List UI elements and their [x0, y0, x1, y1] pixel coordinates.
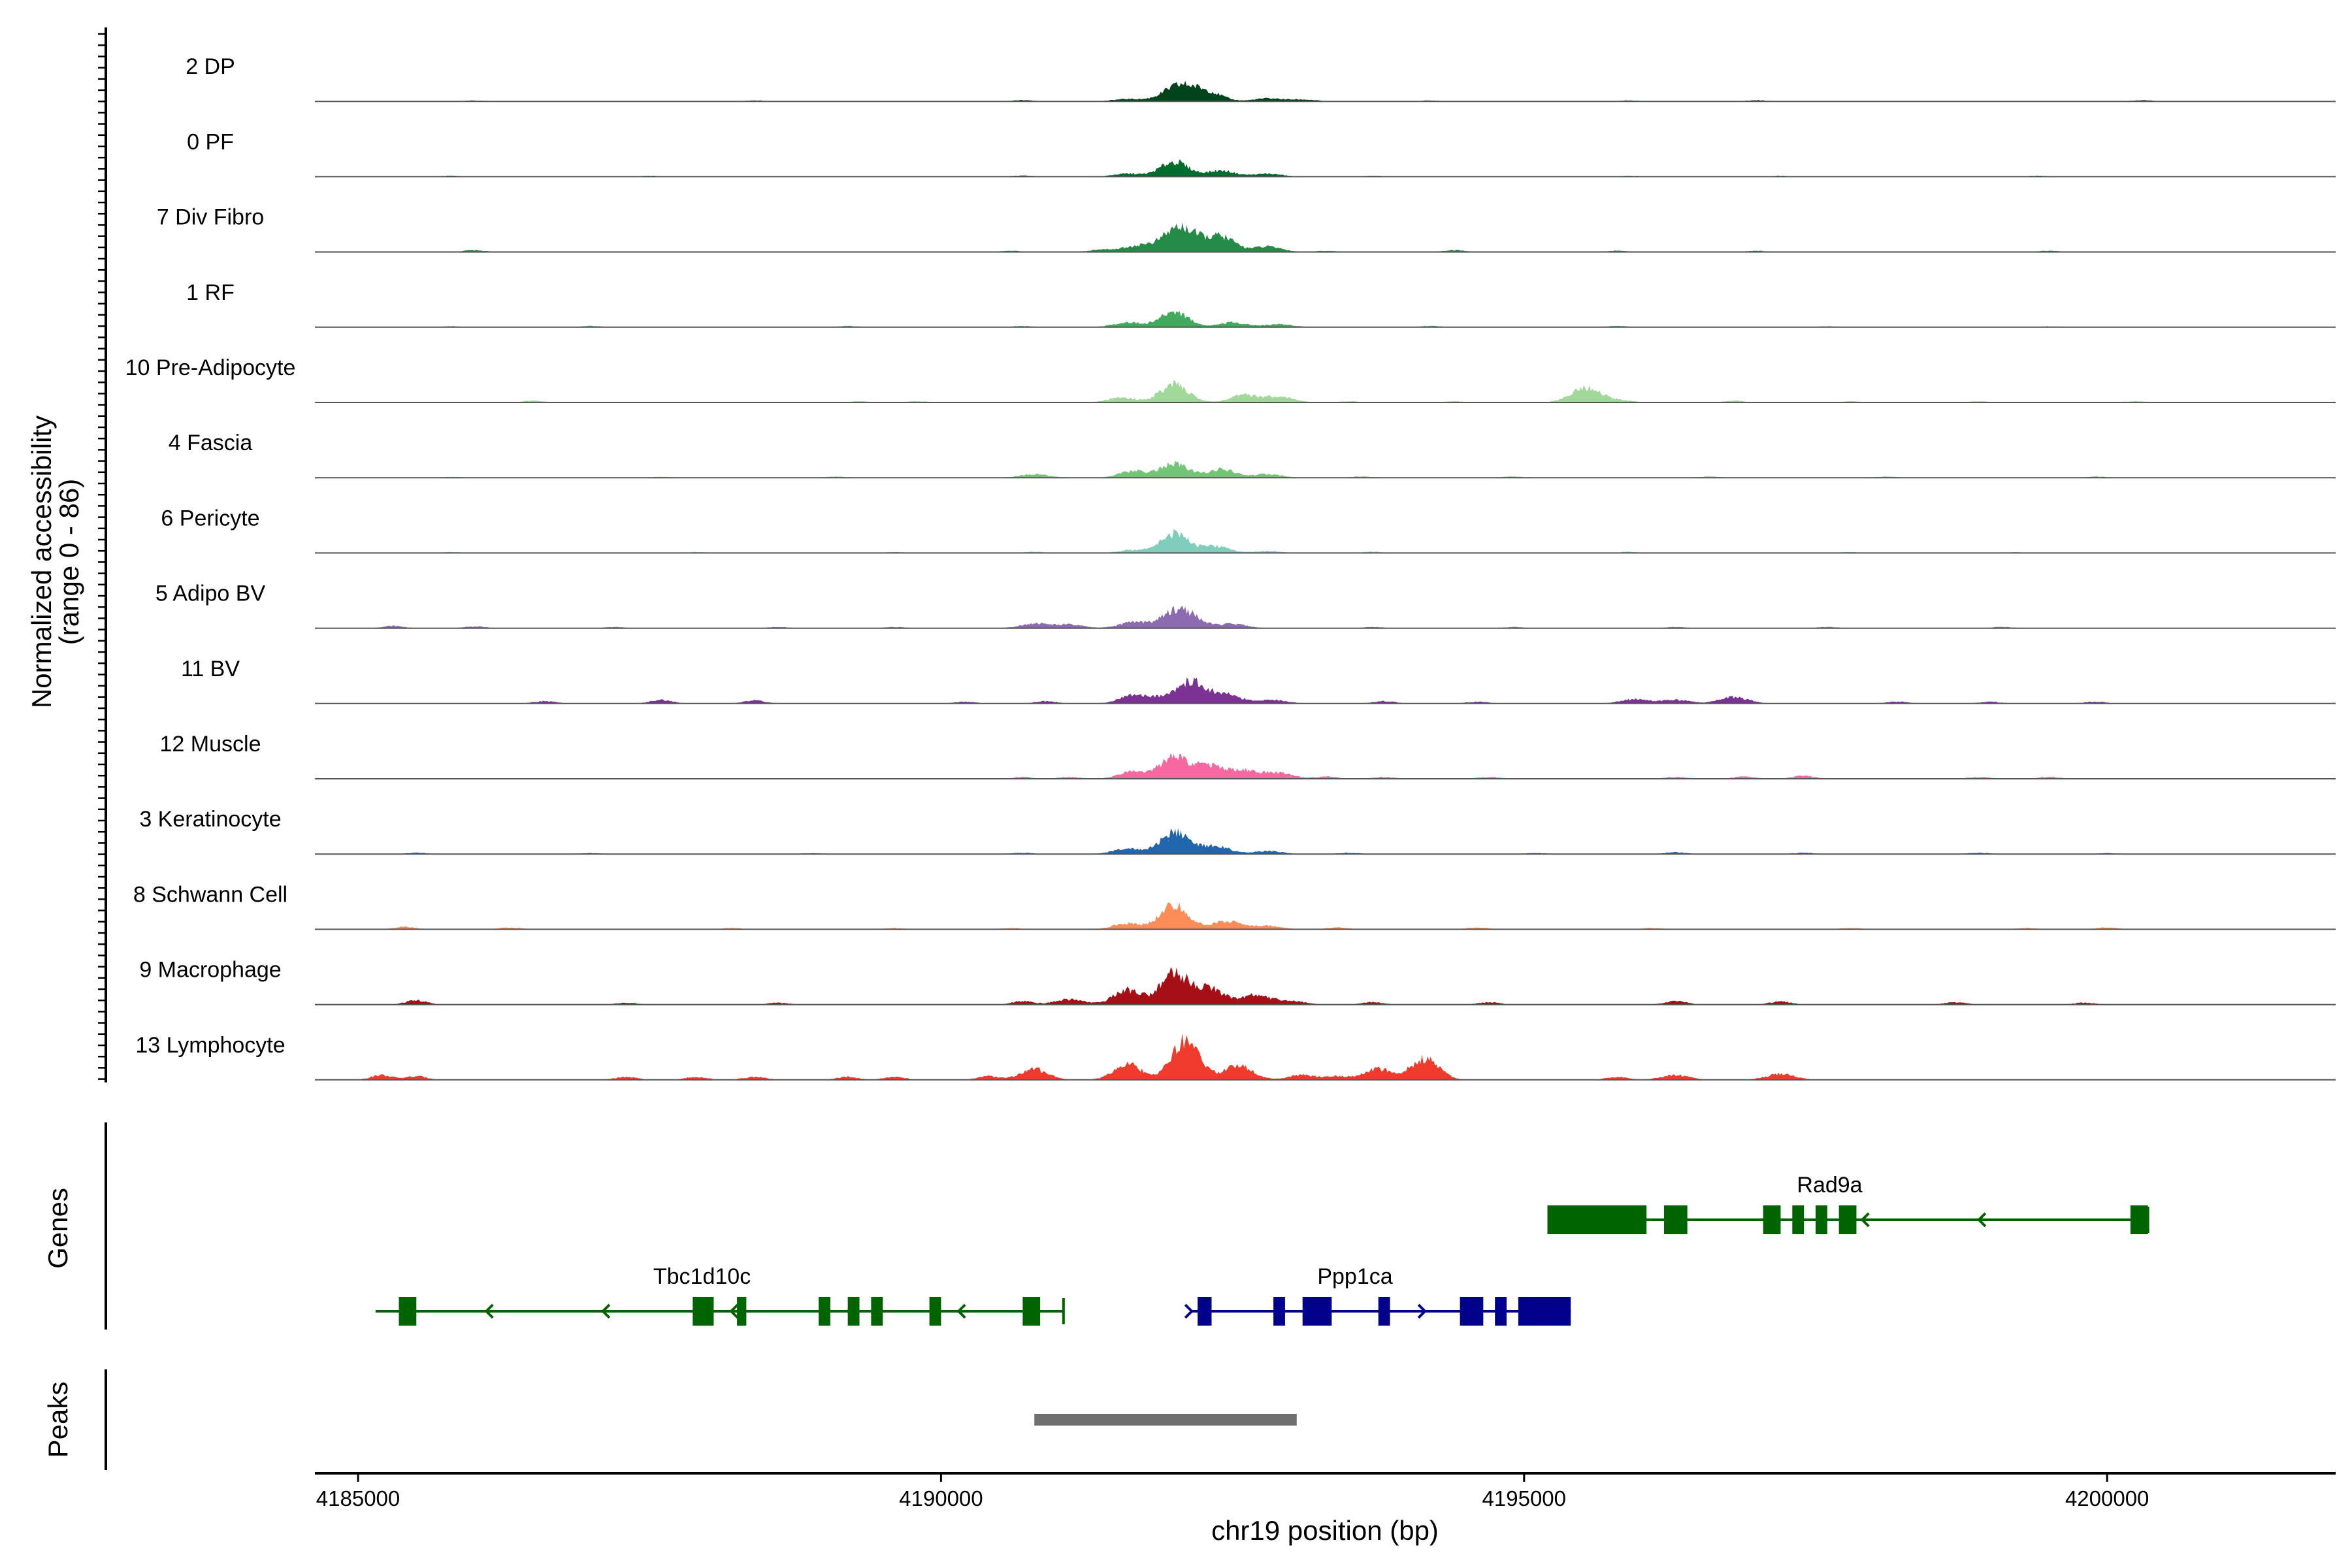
gene-exon [1763, 1205, 1781, 1234]
gene-exon [2130, 1205, 2148, 1234]
track-label: 9 Macrophage [139, 958, 281, 983]
coverage-area [315, 380, 2336, 402]
x-tick-label: 4195000 [1482, 1486, 1566, 1511]
x-axis: 4185000 4190000 4195000 4200000 [315, 1472, 2336, 1511]
coverage-area [315, 80, 2336, 102]
coverage-area [315, 310, 2336, 327]
gene-exon [737, 1297, 747, 1326]
track-label: 10 Pre-Adipocyte [125, 355, 296, 380]
track-label: 1 RF [186, 280, 235, 305]
gene-exon [1198, 1297, 1212, 1326]
x-tick-label: 4200000 [2065, 1486, 2149, 1511]
x-axis-title: chr19 position (bp) [1211, 1515, 1439, 1546]
gene-exon [1022, 1297, 1041, 1326]
gene-exon [1518, 1297, 1571, 1326]
gene-exon [1378, 1297, 1390, 1326]
peaks-panel-label: Peaks [42, 1382, 73, 1458]
strand-arrow [1184, 1303, 1194, 1319]
coverage-area [315, 1033, 2336, 1080]
track-label: 11 BV [181, 657, 240, 681]
genes-panel: Rad9a Tbc1d10c Ppp1ca [105, 1122, 2149, 1330]
gene-label: Tbc1d10c [653, 1264, 751, 1289]
track-12: 9 Macrophage [139, 958, 2336, 1005]
gene-exon [1663, 1205, 1688, 1234]
coverage-area [315, 159, 2336, 177]
track-10: 3 Keratinocyte [139, 807, 2336, 855]
coverage-y-axis [98, 27, 107, 1083]
gene-exon [1815, 1205, 1827, 1234]
gene-ppp1ca: Ppp1ca [1184, 1264, 1571, 1326]
track-label: 13 Lymphocyte [135, 1033, 285, 1058]
coverage-area [315, 529, 2336, 553]
gene-exon [693, 1297, 714, 1326]
gene-tbc1d10c: Tbc1d10c [375, 1264, 1065, 1326]
coverage-area [315, 967, 2336, 1005]
track-13: 13 Lymphocyte [135, 1033, 2336, 1081]
track-8: 11 BV [181, 657, 2336, 704]
track-label: 3 Keratinocyte [139, 807, 281, 832]
track-label: 0 PF [187, 129, 234, 154]
coverage-area [315, 222, 2336, 252]
strand-arrow [845, 1303, 856, 1319]
gene-label: Rad9a [1797, 1173, 1862, 1198]
strand-arrow [1860, 1212, 1870, 1228]
gene-exon [1547, 1205, 1647, 1234]
gene-exon [819, 1297, 830, 1326]
gene-label: Ppp1ca [1317, 1264, 1392, 1289]
track-label: 7 Div Fibro [157, 205, 264, 230]
peak-region [1034, 1414, 1297, 1426]
track-label: 6 Pericyte [161, 506, 259, 531]
coverage-tracks: 2 DP 0 PF 7 Div Fibro 1 RF 10 Pre-Adipocyte 4… [125, 54, 2336, 1081]
strand-arrow [1977, 1212, 1987, 1228]
track-4: 10 Pre-Adipocyte [125, 355, 2336, 403]
track-9: 12 Muscle [160, 732, 2336, 779]
gene-exon [871, 1297, 883, 1326]
track-7: 5 Adipo BV [155, 581, 2336, 629]
strand-arrow [601, 1303, 611, 1319]
gene-exon [1838, 1205, 1857, 1234]
coverage-area [315, 902, 2336, 930]
track-11: 8 Schwann Cell [133, 882, 2336, 930]
strand-arrow [956, 1303, 966, 1319]
gene-exon [847, 1297, 860, 1326]
gene-exon [1273, 1297, 1285, 1326]
genes-panel-label: Genes [42, 1188, 73, 1269]
gene-exon [399, 1297, 417, 1326]
track-label: 8 Schwann Cell [133, 882, 287, 907]
coverage-area [315, 753, 2336, 779]
gene-exon [1302, 1297, 1332, 1326]
track-3: 1 RF [186, 280, 2336, 328]
coverage-area [315, 677, 2336, 704]
track-2: 7 Div Fibro [157, 205, 2336, 253]
y-axis-title-line1: Normalized accessibility [26, 416, 57, 708]
coverage-area [315, 461, 2336, 478]
track-1: 0 PF [187, 129, 2336, 178]
track-label: 4 Fascia [169, 431, 253, 455]
gene-exon [1460, 1297, 1484, 1326]
peaks-panel [105, 1369, 1297, 1470]
gene-exon [929, 1297, 941, 1326]
x-tick-label: 4185000 [316, 1486, 400, 1511]
track-0: 2 DP [186, 54, 2336, 103]
gene-exon [1792, 1205, 1805, 1234]
track-6: 6 Pericyte [161, 506, 2336, 554]
x-tick-label: 4190000 [899, 1486, 983, 1511]
gene-rad9a: Rad9a [1547, 1173, 2149, 1234]
coverage-area [315, 606, 2336, 629]
strand-arrow [484, 1303, 494, 1319]
y-axis-title-line2: (range 0 - 86) [54, 479, 84, 645]
track-label: 2 DP [186, 54, 235, 79]
track-label: 12 Muscle [160, 732, 261, 757]
track-5: 4 Fascia [169, 431, 2336, 479]
coverage-area [315, 828, 2336, 855]
strand-arrow [729, 1303, 739, 1319]
gene-exon [1495, 1297, 1507, 1326]
strand-arrow [1417, 1303, 1427, 1319]
track-label: 5 Adipo BV [155, 581, 266, 606]
